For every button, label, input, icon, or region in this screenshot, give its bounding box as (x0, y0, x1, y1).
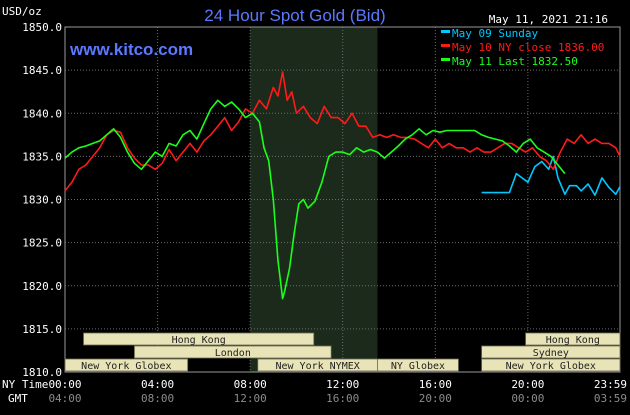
ny-time-label: NY Time (2, 378, 48, 391)
x-tick-label-gmt: 16:00 (326, 392, 359, 405)
x-tick-label-ny: 20:00 (511, 378, 544, 391)
session-label: Hong Kong (546, 335, 600, 346)
session-bar (525, 332, 621, 346)
x-tick-label-ny: 00:00 (48, 378, 81, 391)
legend-item-may09: May 09 Sunday (452, 27, 538, 40)
session-label: New York Globex (506, 361, 596, 372)
unit-label: USD/oz (2, 5, 42, 18)
x-tick-label-gmt: 03:59 (594, 392, 627, 405)
y-tick-label: 1845.0 (22, 64, 62, 77)
series-line-2 (64, 99, 566, 300)
legend-item-may11: May 11 Last 1832.50 (452, 55, 578, 68)
session-label: New York Globex (81, 361, 171, 372)
session-bar (134, 345, 332, 359)
y-tick-label: 1810.0 (22, 366, 62, 379)
y-tick-label: 1835.0 (22, 150, 62, 163)
session-label: NY Globex (391, 361, 445, 372)
x-tick-labels: 00:0004:0004:0008:0008:0012:0012:0016:00… (48, 378, 627, 405)
session-bar (481, 358, 621, 372)
legend-swatch-may11 (441, 58, 450, 61)
gmt-label: GMT (8, 392, 28, 405)
x-tick-label-ny: 23:59 (594, 378, 627, 391)
session-bar (481, 345, 621, 359)
series-lines (64, 71, 621, 300)
session-bars: Hong Kong London New York Globex New York N… (64, 332, 621, 372)
legend-swatch-may10 (441, 44, 450, 47)
series-line-0 (481, 155, 621, 196)
x-tick-label-gmt: 00:00 (511, 392, 544, 405)
y-tick-label: 1815.0 (22, 323, 62, 336)
legend-item-may10: May 10 NY close 1836.00 (452, 41, 604, 54)
y-tick-label: 1820.0 (22, 280, 62, 293)
session-label: New York NYMEX (275, 361, 359, 372)
series-line-1 (64, 71, 621, 192)
session-bar (377, 358, 459, 372)
timestamp: May 11, 2021 21:16 (489, 13, 608, 26)
session-label: Sydney (533, 348, 569, 359)
session-label: Hong Kong (172, 335, 226, 346)
session-bar (83, 332, 315, 346)
y-tick-labels: 1810.0 1815.0 1820.0 1825.0 1830.0 1835.0 1840… (22, 21, 62, 379)
x-tick-label-gmt: 04:00 (48, 392, 81, 405)
y-tick-label: 1825.0 (22, 237, 62, 250)
plot-border (64, 26, 621, 373)
x-tick-label-gmt: 08:00 (141, 392, 174, 405)
legend-swatch-may09 (441, 30, 450, 33)
site-watermark: www.kitco.com (69, 40, 193, 59)
y-tick-label: 1850.0 (22, 21, 62, 34)
session-bar (64, 358, 189, 372)
x-tick-label-ny: 12:00 (326, 378, 359, 391)
y-tick-label: 1840.0 (22, 107, 62, 120)
x-tick-label-gmt: 20:00 (419, 392, 452, 405)
x-tick-label-ny: 16:00 (419, 378, 452, 391)
session-label: London (215, 348, 251, 359)
x-tick-label-ny: 08:00 (234, 378, 267, 391)
x-tick-label-gmt: 12:00 (234, 392, 267, 405)
y-tick-label: 1830.0 (22, 194, 62, 207)
legend: May 09 Sunday May 10 NY close 1836.00 Ma… (441, 27, 604, 68)
x-tick-label-ny: 04:00 (141, 378, 174, 391)
chart-title: 24 Hour Spot Gold (Bid) (204, 6, 385, 25)
